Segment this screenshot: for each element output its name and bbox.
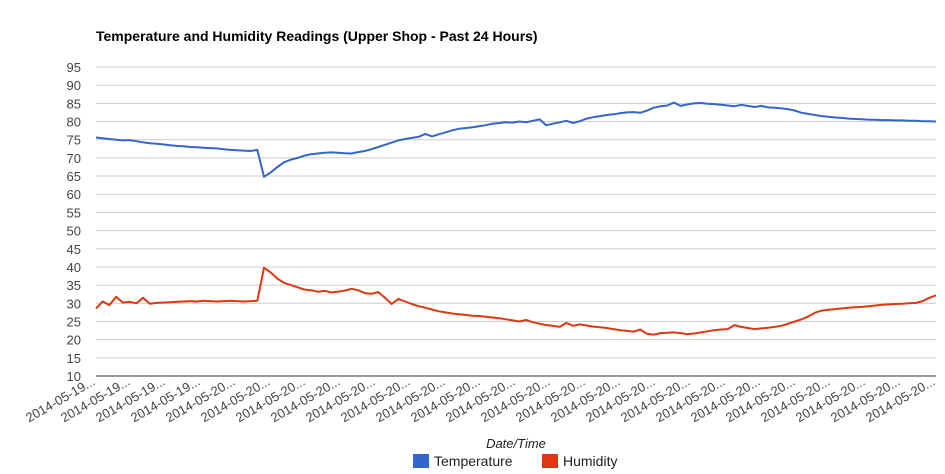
y-tick-label: 10 <box>67 369 81 384</box>
legend-swatch-temperature <box>413 454 429 468</box>
y-tick-label: 80 <box>67 115 81 130</box>
y-tick-label: 55 <box>67 205 81 220</box>
series-line-temperature <box>95 101 937 178</box>
y-tick-label: 50 <box>67 224 81 239</box>
y-tick-label: 45 <box>67 242 81 257</box>
y-tick-label: 70 <box>67 151 81 166</box>
y-tick-label: 90 <box>67 78 81 93</box>
chart-title: Temperature and Humidity Readings (Upper… <box>96 28 538 44</box>
y-tick-label: 85 <box>67 96 81 111</box>
legend-label-temperature: Temperature <box>434 453 513 469</box>
y-tick-label: 40 <box>67 260 81 275</box>
y-tick-label: 35 <box>67 278 81 293</box>
y-tick-label: 65 <box>67 169 81 184</box>
y-tick-label: 30 <box>67 296 81 311</box>
y-tick-label: 15 <box>67 351 81 366</box>
series-lines <box>95 101 937 336</box>
y-tick-label: 60 <box>67 187 81 202</box>
x-axis-label: Date/Time <box>486 436 546 451</box>
y-tick-label: 20 <box>67 333 81 348</box>
legend-swatch-humidity <box>542 454 558 468</box>
y-tick-label: 95 <box>67 60 81 75</box>
legend-label-humidity: Humidity <box>563 453 617 469</box>
y-tick-label: 75 <box>67 133 81 148</box>
x-tick-labels: 2014-05-19...2014-05-19...2014-05-19...2… <box>23 374 937 426</box>
y-tick-labels: 10 15 20 25 30 35 40 45 50 55 60 65 70 75 80 85 90 95 <box>67 60 81 384</box>
series-line-humidity <box>95 266 937 336</box>
legend: Temperature Humidity <box>413 453 617 469</box>
y-gridlines <box>96 66 936 359</box>
y-tick-label: 25 <box>67 314 81 329</box>
